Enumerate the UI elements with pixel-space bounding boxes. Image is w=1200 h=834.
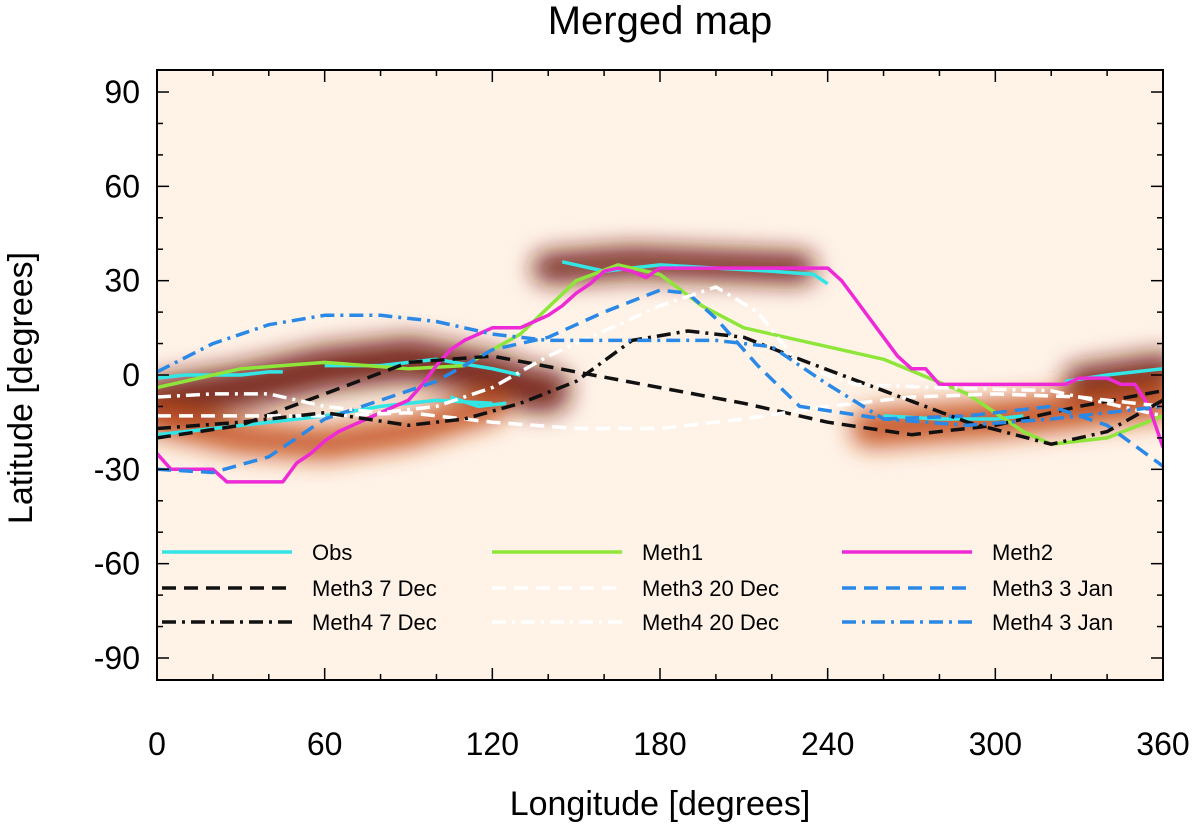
legend-label-obs: Obs bbox=[312, 540, 352, 565]
legend-label-meth3-7-dec: Meth3 7 Dec bbox=[312, 576, 437, 601]
series-line-meth2 bbox=[157, 266, 1163, 484]
y-tick-label: 90 bbox=[104, 74, 140, 110]
x-tick-label: 240 bbox=[801, 726, 854, 762]
series-line-meth4-7-dec bbox=[157, 329, 1163, 446]
x-tick-label: 360 bbox=[1136, 726, 1189, 762]
y-axis-ticks: 90 60 30 0 -30 -60 -90 bbox=[94, 74, 1163, 676]
y-tick-label: 0 bbox=[122, 357, 140, 393]
x-tick-label: 120 bbox=[466, 726, 519, 762]
legend: Obs Meth1 Meth2 Meth3 7 Dec Meth3 20 Dec Meth… bbox=[162, 540, 1113, 635]
x-tick-label: 300 bbox=[969, 726, 1022, 762]
series-line-meth4-20-dec bbox=[157, 285, 1163, 418]
y-tick-label: -90 bbox=[94, 640, 140, 676]
y-tick-label: -60 bbox=[94, 546, 140, 582]
legend-label-meth4-3-jan: Meth4 3 Jan bbox=[992, 610, 1113, 635]
x-tick-label: 180 bbox=[633, 726, 686, 762]
legend-label-meth3-3-jan: Meth3 3 Jan bbox=[992, 576, 1113, 601]
y-tick-label: -30 bbox=[94, 451, 140, 487]
legend-label-meth3-20-dec: Meth3 20 Dec bbox=[642, 576, 779, 601]
heatmap-background bbox=[157, 70, 1163, 680]
series-line-obs-3 bbox=[449, 395, 507, 409]
legend-label-meth4-7-dec: Meth4 7 Dec bbox=[312, 610, 437, 635]
series-line-meth3-7-dec bbox=[157, 354, 1163, 440]
x-tick-label: 0 bbox=[148, 726, 166, 762]
y-tick-label: 30 bbox=[104, 263, 140, 299]
series-line-meth3-20-dec bbox=[157, 392, 1163, 431]
series-line-meth4-3-jan bbox=[157, 313, 1163, 428]
x-axis-ticks: 0 60 120 180 240 300 360 bbox=[148, 70, 1190, 762]
legend-label-meth2: Meth2 bbox=[992, 540, 1053, 565]
series-layer bbox=[157, 260, 1163, 484]
legend-label-meth1: Meth1 bbox=[642, 540, 703, 565]
chart-title: Merged map bbox=[548, 0, 773, 43]
x-axis-label: Longitude [degrees] bbox=[510, 785, 811, 823]
series-line-meth3-3-jan bbox=[157, 288, 1163, 475]
y-tick-label: 60 bbox=[104, 168, 140, 204]
legend-label-meth4-20-dec: Meth4 20 Dec bbox=[642, 610, 779, 635]
heatmap-band-0 bbox=[157, 337, 571, 423]
y-axis-label: Latitude [degrees] bbox=[2, 252, 40, 524]
x-tick-label: 60 bbox=[307, 726, 343, 762]
series-line-obs-0 bbox=[157, 370, 283, 380]
